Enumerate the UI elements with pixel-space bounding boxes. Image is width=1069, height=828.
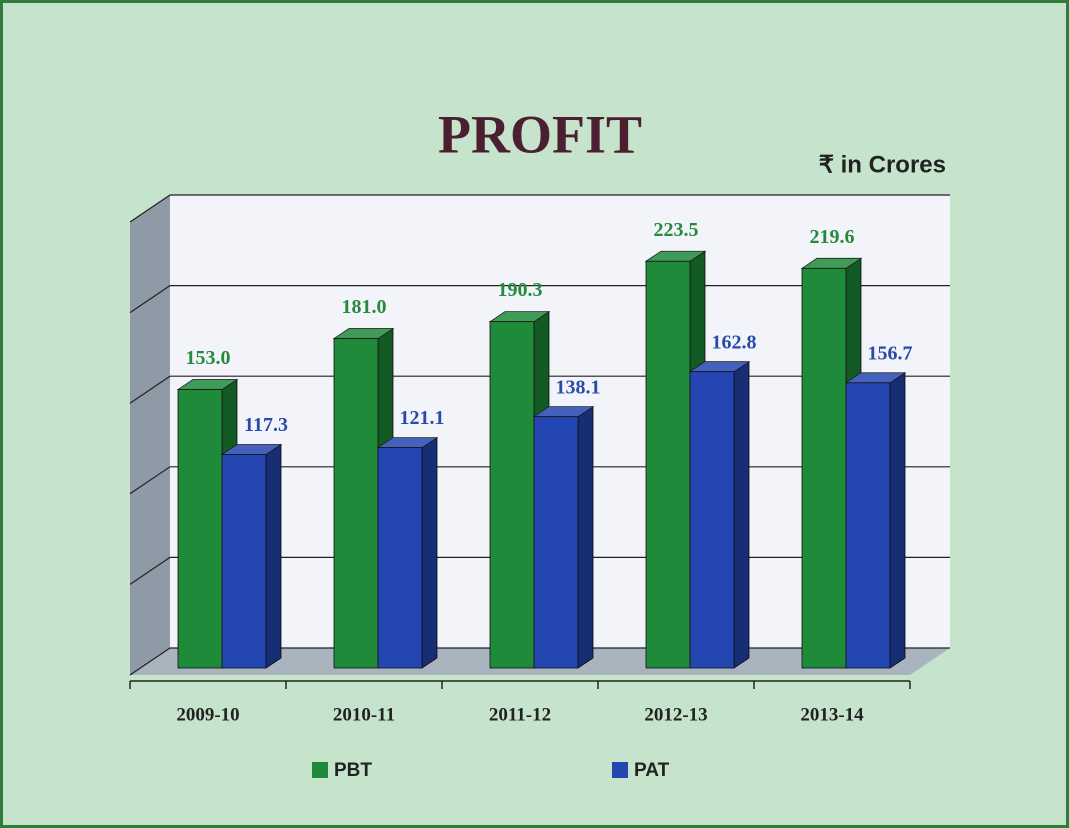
bar-top-shade — [846, 372, 905, 383]
legend-label: PAT — [634, 760, 670, 781]
bar-top-shade — [334, 328, 393, 339]
bar-side-shade — [422, 437, 437, 668]
bar-side-shade — [266, 444, 281, 668]
bar-top-shade — [378, 437, 437, 448]
value-label: 153.0 — [186, 347, 231, 369]
bar — [489, 321, 535, 669]
bar — [221, 454, 267, 669]
value-label: 117.3 — [244, 414, 288, 436]
chart-title: PROFIT — [438, 104, 642, 164]
x-tick-label: 2012-13 — [644, 704, 707, 725]
bar — [377, 447, 423, 669]
legend-swatch — [312, 762, 328, 778]
value-label: 162.8 — [712, 331, 757, 353]
bar-side-shade — [578, 406, 593, 668]
bar-side-shade — [734, 361, 749, 668]
legend-swatch — [612, 762, 628, 778]
bar — [533, 416, 579, 669]
value-label: 223.5 — [654, 219, 699, 241]
bar — [801, 267, 847, 669]
bar — [177, 389, 223, 669]
x-tick-label: 2009-10 — [176, 704, 239, 725]
bar-side-shade — [890, 372, 905, 668]
bar — [333, 338, 379, 669]
legend-label: PBT — [334, 760, 372, 781]
bar — [645, 260, 691, 669]
bar-top-shade — [690, 361, 749, 372]
x-tick-label: 2011-12 — [489, 704, 551, 725]
x-tick-label: 2013-14 — [800, 704, 864, 725]
bar-top-shade — [222, 444, 281, 455]
unit-label: ₹ in Crores — [819, 151, 946, 178]
bar-top-shade — [646, 251, 705, 262]
bar — [845, 382, 891, 669]
side-wall — [130, 195, 170, 675]
x-tick-label: 2010-11 — [333, 704, 395, 725]
bar-top-shade — [534, 406, 593, 417]
bar-top-shade — [178, 379, 237, 390]
grid-line — [129, 194, 950, 223]
value-label: 181.0 — [342, 296, 387, 318]
value-label: 156.7 — [868, 342, 913, 364]
value-label: 190.3 — [498, 279, 543, 301]
bar-top-shade — [490, 311, 549, 322]
value-label: 219.6 — [810, 226, 855, 248]
bar — [689, 371, 735, 669]
bar-top-shade — [802, 258, 861, 269]
value-label: 121.1 — [400, 407, 445, 429]
value-label: 138.1 — [556, 376, 601, 398]
